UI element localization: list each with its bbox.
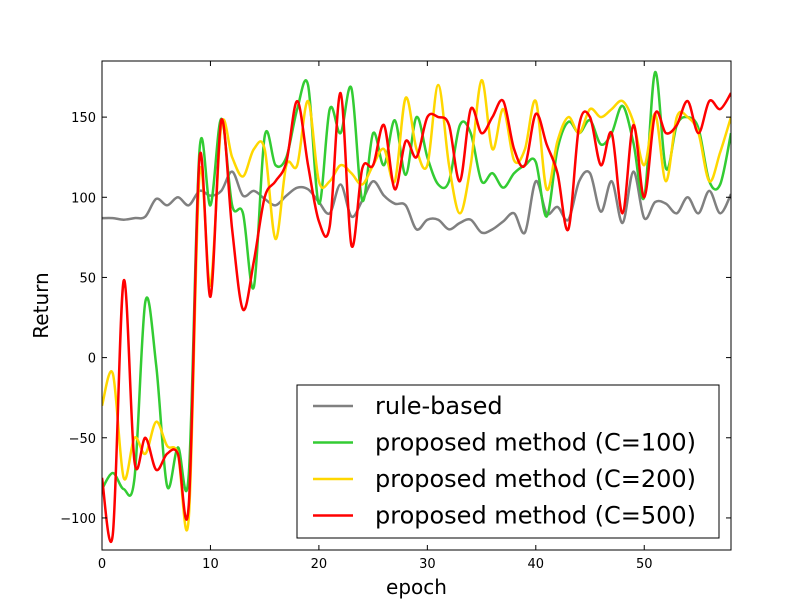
legend-box — [296, 384, 720, 539]
y-tick-label: −50 — [69, 432, 96, 447]
legend-label-4: proposed method (C=500) — [375, 502, 696, 530]
x-tick-label: 50 — [636, 557, 653, 572]
y-tick-label: −100 — [60, 512, 96, 527]
x-axis-label: epoch — [386, 575, 447, 599]
series-layer — [102, 70, 731, 544]
legend-label-1: rule-based — [375, 392, 503, 420]
x-tick-label: 0 — [98, 557, 106, 572]
x-tick-label: 40 — [528, 557, 545, 572]
legend-label-3: proposed method (C=200) — [375, 465, 696, 493]
x-tick-label: 30 — [419, 557, 436, 572]
x-tick-label: 10 — [202, 557, 219, 572]
legend-label-2: proposed method (C=100) — [375, 429, 696, 457]
y-axis-label: Return — [29, 272, 53, 338]
y-tick-label: 100 — [71, 191, 96, 206]
ticks-layer: 0 10 20 30 40 50 −100 −50 0 50 100 150 — [60, 61, 731, 572]
y-tick-label: 50 — [79, 271, 96, 286]
legend-entries: rule-based proposed method (C=100) propose… — [313, 392, 696, 530]
x-tick-label: 20 — [311, 557, 328, 572]
series-line-4 — [102, 91, 731, 544]
y-tick-label: 0 — [88, 352, 96, 367]
plot-frame — [101, 60, 732, 551]
legend: rule-based proposed method (C=100) propose… — [296, 384, 720, 539]
y-tick-label: 150 — [71, 111, 96, 126]
